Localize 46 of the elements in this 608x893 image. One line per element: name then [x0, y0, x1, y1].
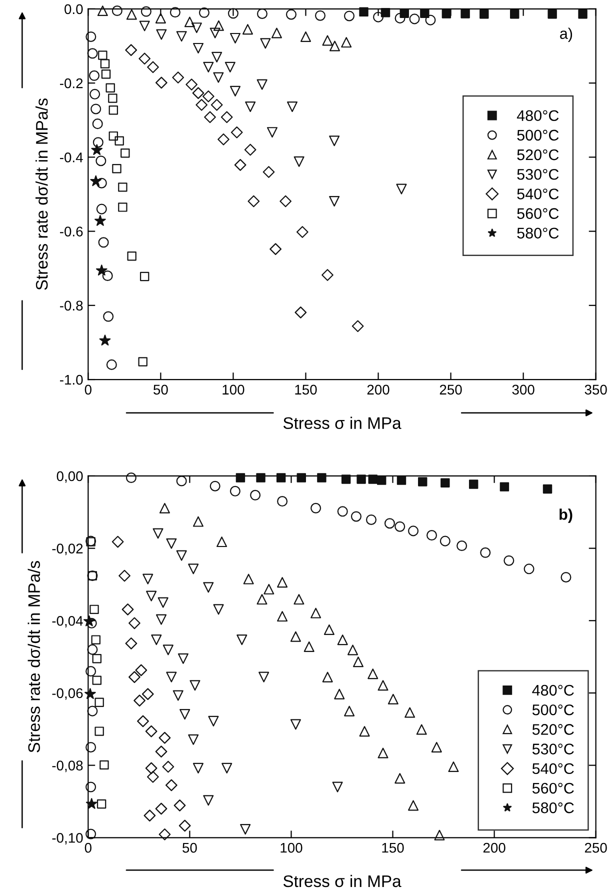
legend-label: 540°C: [532, 763, 574, 774]
x-tick-label: 100: [222, 384, 244, 395]
x-tick-label: 50: [182, 842, 197, 853]
legend-label: 520°C: [532, 724, 574, 735]
legend-label: 530°C: [532, 744, 574, 754]
x-axis-title: Stress σ in MPa: [283, 874, 402, 888]
x-tick-label: 200: [367, 384, 390, 395]
legend-label: 530°C: [517, 168, 559, 180]
y-tick-label: -0.4: [60, 152, 83, 162]
x-tick-label: 300: [512, 384, 534, 395]
legend-label: 540°C: [517, 188, 559, 200]
legend-label: 500°C: [532, 704, 574, 716]
y-tick-label: -1.0: [60, 374, 83, 385]
x-axis-title: Stress σ in MPa: [283, 416, 402, 430]
x-tick-label: 0: [84, 384, 92, 395]
x-tick-label: 0: [84, 842, 92, 853]
y-tick-label: -0.6: [60, 226, 83, 236]
legend-label: 520°C: [517, 149, 559, 160]
legend-label: 480°C: [532, 684, 574, 696]
x-tick-label: 350: [584, 384, 607, 395]
y-tick-label: -0,10: [52, 832, 83, 844]
legend-label: 580°C: [517, 228, 559, 239]
y-tick-label: -0.2: [60, 78, 83, 88]
annotation: a): [560, 28, 572, 42]
y-tick-label: 0,00: [56, 471, 83, 483]
y-tick-label: -0.8: [60, 300, 83, 311]
x-tick-label: 200: [483, 842, 506, 853]
y-tick-label: -0,08: [52, 760, 83, 772]
x-tick-label: 250: [584, 842, 607, 853]
annotation: b): [560, 508, 572, 523]
y-tick-label: -0,04: [52, 616, 83, 628]
y-tick-label: -0,02: [52, 544, 83, 556]
x-tick-label: 150: [295, 384, 317, 395]
legend-label: 560°C: [532, 782, 574, 794]
y-tick-label: 0.0: [64, 4, 83, 14]
legend-label: 560°C: [517, 208, 559, 219]
y-axis-title: Stress rate dσ/dt in MPa/s: [36, 98, 48, 290]
legend-label: 580°C: [532, 802, 574, 814]
x-tick-label: 250: [440, 384, 462, 395]
x-tick-label: 50: [154, 384, 168, 395]
y-tick-label: -0,06: [52, 688, 83, 700]
x-tick-label: 100: [280, 842, 302, 853]
legend-label: 500°C: [517, 130, 559, 141]
legend-label: 480°C: [516, 110, 559, 122]
x-tick-label: 150: [382, 842, 404, 853]
y-axis-title: Stress rate dσ/dt in MPa/s: [28, 561, 40, 752]
